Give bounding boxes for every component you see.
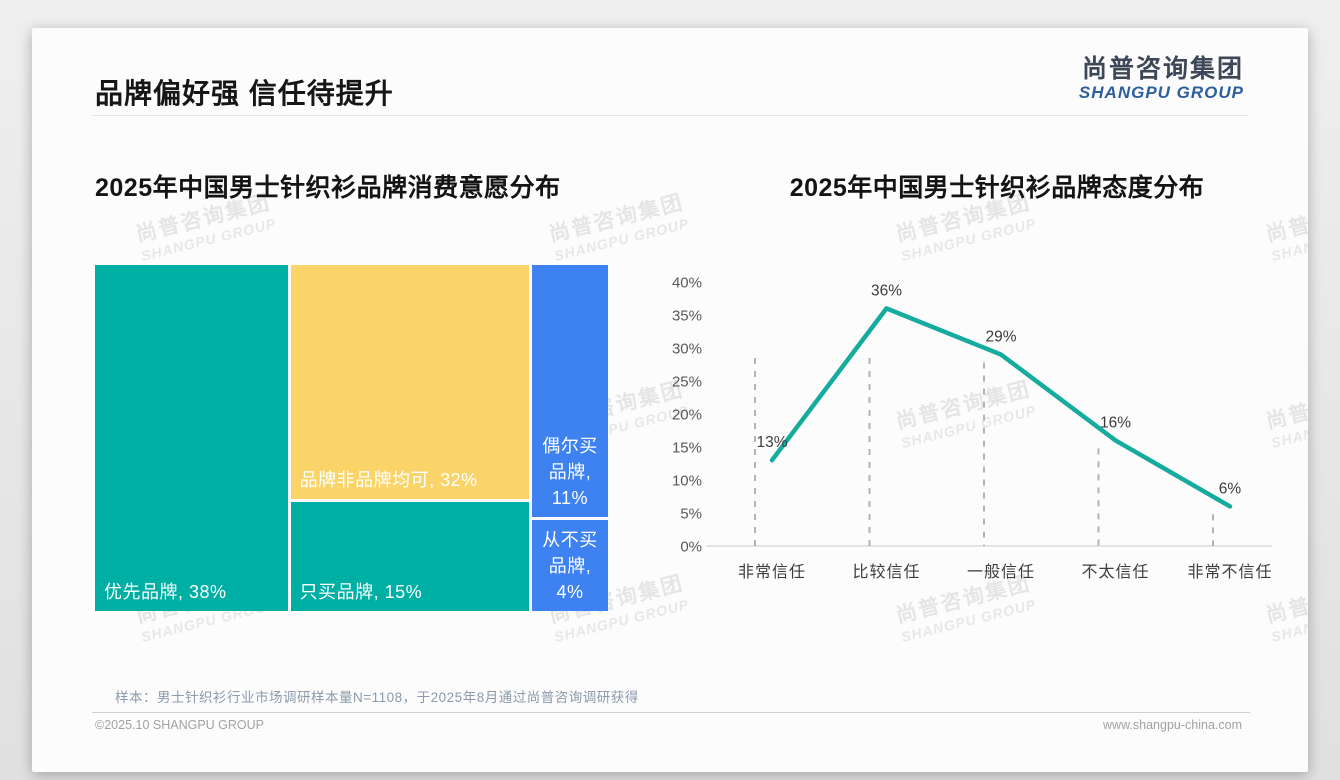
y-axis-tick-label: 40% (672, 275, 702, 292)
logo-en-text: SHANGPU GROUP (1078, 82, 1244, 102)
treemap-title: 2025年中国男士针织衫品牌消费意愿分布 (95, 174, 561, 202)
y-axis-tick-label: 5% (680, 506, 702, 523)
y-axis-tick-label: 35% (672, 308, 702, 325)
treemap-cell-label: 优先品牌, 38% (104, 582, 227, 602)
treemap-cell-label: 品牌非品牌均可, 32% (299, 469, 478, 490)
x-axis-category-label: 非常信任 (738, 563, 806, 581)
y-axis-tick-label: 25% (672, 374, 702, 391)
line-chart-title: 2025年中国男士针织衫品牌态度分布 (789, 174, 1205, 202)
company-logo: 尚普咨询集团 SHANGPU GROUP (1078, 55, 1244, 102)
data-label: 29% (985, 329, 1016, 346)
footer-copyright: ©2025.10 SHANGPU GROUP (95, 718, 264, 732)
treemap-cell-从不买品牌: 从不买 品牌, 4% (531, 519, 608, 611)
header-divider (92, 115, 1248, 116)
data-label: 13% (756, 434, 787, 451)
x-axis-category-label: 非常不信任 (1187, 563, 1272, 581)
treemap-cell-品牌非品牌均可: 品牌非品牌均可, 32% (290, 265, 529, 499)
logo-cn-text: 尚普咨询集团 (1081, 55, 1244, 83)
line-chart: 0% 5% 10% 15% 20% 25% 30% 35% 40% 13% 36% 29% 16% 6% 非… (672, 275, 1272, 581)
data-label: 6% (1219, 480, 1242, 497)
y-axis-tick-label: 30% (672, 341, 702, 358)
treemap-cell-偶尔买品牌: 偶尔买 品牌, 11% (531, 265, 608, 517)
x-axis-category-label: 比较信任 (852, 563, 920, 581)
footer-website: www.shangpu-china.com (1103, 718, 1242, 732)
y-axis-tick-label: 10% (672, 473, 702, 490)
page-title: 品牌偏好强 信任待提升 (95, 78, 394, 109)
treemap-cell-label: 从不买 品牌, 4% (542, 529, 598, 602)
slide: 尚普咨询集团 SHANGPU GROUP 尚普咨询集团 SHANGPU GROUP 尚普… (32, 28, 1308, 772)
treemap-cell-优先品牌: 优先品牌, 38% (95, 265, 288, 611)
y-axis-tick-label: 0% (680, 539, 702, 556)
y-axis-tick-label: 20% (672, 407, 702, 424)
treemap-cell-label: 偶尔买 品牌, 11% (542, 435, 598, 508)
x-axis-category-label: 不太信任 (1081, 563, 1149, 581)
x-axis-category-label: 一般信任 (967, 563, 1035, 581)
footer-divider (92, 712, 1250, 713)
trust-line-series (769, 306, 1233, 509)
treemap-cell-label: 只买品牌, 15% (299, 581, 423, 602)
data-label: 16% (1100, 414, 1131, 431)
treemap-cell-只买品牌: 只买品牌, 15% (290, 501, 529, 611)
data-label: 36% (871, 282, 902, 299)
y-axis-tick-label: 15% (672, 440, 702, 457)
sample-source-note: 样本：男士针织衫行业市场调研样本量N=1108，于2025年8月通过尚普咨询调研… (115, 690, 639, 705)
treemap-chart: 优先品牌, 38% 品牌非品牌均可, 32% 只买品牌, 15% 偶尔买 品牌, 11% 从… (95, 265, 608, 611)
